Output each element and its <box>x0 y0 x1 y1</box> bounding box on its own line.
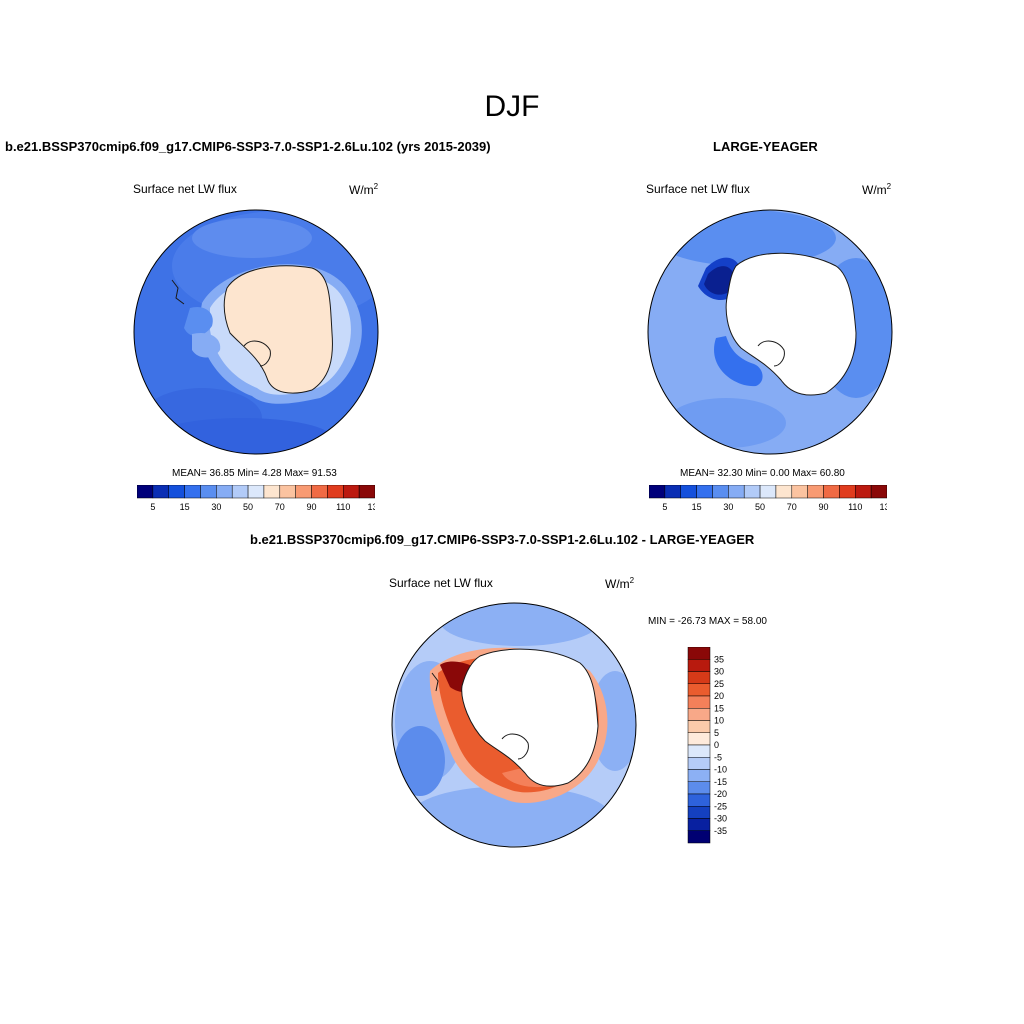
left-stats: MEAN= 36.85 Min= 4.28 Max= 91.53 <box>172 468 337 479</box>
diff-colorbar-swatch <box>687 720 711 733</box>
diff-colorbar-tick-label: 35 <box>714 654 724 664</box>
diff-colorbar-swatch <box>687 659 711 672</box>
right-variable-label: Surface net LW flux <box>646 182 750 196</box>
right-colorbar-swatch <box>823 485 840 499</box>
diff-colorbar-tick-label: 15 <box>714 703 724 713</box>
diff-colorbar-tick-label: -25 <box>714 801 727 811</box>
right-colorbar-swatch <box>649 485 666 499</box>
diff-colorbar-swatch <box>687 806 711 819</box>
left-colorbar-tick-label: 110 <box>336 502 350 512</box>
diff-colorbar-tick-label: -5 <box>714 752 722 762</box>
diff-colorbar-swatch <box>687 647 711 660</box>
right-panel-title: LARGE-YEAGER <box>713 139 818 154</box>
diff-colorbar-swatch <box>687 744 711 758</box>
left-colorbar-swatch <box>152 485 169 499</box>
right-colorbar-tick-label: 50 <box>755 502 765 512</box>
left-colorbar-swatch <box>200 485 217 499</box>
diff-colorbar-tick-label: 10 <box>714 716 724 726</box>
right-colorbar-tick-label: 70 <box>787 502 797 512</box>
left-colorbar-swatch <box>358 485 375 499</box>
main-title: DJF <box>484 90 540 123</box>
left-colorbar-swatch <box>327 485 344 499</box>
right-colorbar-swatch <box>807 485 824 499</box>
diff-colorbar-tick-label: -30 <box>714 814 727 824</box>
diff-colorbar-tick-label: 0 <box>714 740 719 750</box>
right-polar-map <box>647 209 893 455</box>
diff-minmax: MIN = -26.73 MAX = 58.00 <box>648 616 767 627</box>
left-colorbar-swatch <box>184 485 201 499</box>
left-colorbar-swatch <box>295 485 312 499</box>
left-colorbar-swatch <box>279 485 296 499</box>
diff-colorbar-swatch <box>687 769 711 782</box>
diff-colorbar: 35 30 25 20 15 10 5 0 -5 -10 -15 -20 -25 -30 -35 <box>687 647 727 844</box>
left-colorbar-swatch <box>216 485 233 499</box>
diff-colorbar-swatch <box>687 830 711 844</box>
diff-colorbar-swatch <box>687 683 711 697</box>
diff-colorbar-swatch <box>687 708 711 721</box>
left-colorbar-swatch <box>247 485 265 499</box>
right-colorbar-swatch <box>696 485 713 499</box>
diff-units-label: W/m2 <box>605 576 635 591</box>
diff-variable-label: Surface net LW flux <box>389 576 493 590</box>
left-colorbar-tick-label: 5 <box>150 502 155 512</box>
right-colorbar: 5 15 30 50 70 90 110 130 <box>649 485 887 512</box>
left-colorbar-tick-label: 50 <box>243 502 253 512</box>
left-colorbar-tick-label: 130 <box>367 502 375 512</box>
left-colorbar-swatch <box>137 485 154 499</box>
left-colorbar-swatch <box>311 485 328 499</box>
right-colorbar-swatch <box>791 485 808 499</box>
diff-colorbar-swatch <box>687 781 711 795</box>
left-colorbar: 5 15 30 50 70 90 110 130 <box>137 485 375 512</box>
right-colorbar-swatch <box>839 485 856 499</box>
diff-colorbar-tick-label: -35 <box>714 826 727 836</box>
right-colorbar-swatch <box>759 485 777 499</box>
left-variable-label: Surface net LW flux <box>133 182 237 196</box>
right-colorbar-swatch <box>775 485 793 499</box>
left-polar-map <box>133 209 379 455</box>
diff-colorbar-tick-label: -10 <box>714 765 727 775</box>
right-units-label: W/m2 <box>862 182 892 197</box>
diff-colorbar-swatch <box>687 671 711 684</box>
diff-colorbar-tick-label: 5 <box>714 728 719 738</box>
right-colorbar-tick-label: 130 <box>879 502 887 512</box>
diff-colorbar-tick-label: 25 <box>714 679 724 689</box>
diff-colorbar-tick-label: -20 <box>714 789 727 799</box>
right-colorbar-tick-label: 5 <box>662 502 667 512</box>
right-colorbar-swatch <box>712 485 729 499</box>
right-colorbar-tick-label: 90 <box>819 502 829 512</box>
right-colorbar-swatch <box>728 485 745 499</box>
left-colorbar-tick-label: 30 <box>211 502 221 512</box>
diff-colorbar-swatch <box>687 793 711 807</box>
left-colorbar-tick-label: 70 <box>275 502 285 512</box>
diff-colorbar-tick-label: 30 <box>714 667 724 677</box>
left-panel-title: b.e21.BSSP370cmip6.f09_g17.CMIP6-SSP3-7.… <box>5 139 491 154</box>
right-colorbar-tick-label: 30 <box>723 502 733 512</box>
diff-colorbar-swatch <box>687 818 711 831</box>
diff-colorbar-tick-label: 20 <box>714 691 724 701</box>
diff-colorbar-swatch <box>687 757 711 770</box>
right-colorbar-swatch <box>680 485 697 499</box>
left-colorbar-swatch <box>263 485 281 499</box>
left-units-label: W/m2 <box>349 182 379 197</box>
right-colorbar-swatch <box>664 485 681 499</box>
diff-polar-map <box>391 602 637 848</box>
left-colorbar-tick-label: 15 <box>180 502 190 512</box>
right-colorbar-swatch <box>743 485 761 499</box>
left-colorbar-swatch <box>231 485 249 499</box>
diff-colorbar-swatch <box>687 695 711 709</box>
right-stats: MEAN= 32.30 Min= 0.00 Max= 60.80 <box>680 468 845 479</box>
diff-colorbar-swatch <box>687 732 711 746</box>
left-colorbar-swatch <box>343 485 360 499</box>
left-colorbar-swatch <box>168 485 185 499</box>
diff-colorbar-tick-label: -15 <box>714 777 727 787</box>
right-colorbar-tick-label: 110 <box>848 502 862 512</box>
right-colorbar-tick-label: 15 <box>692 502 702 512</box>
diff-panel-title: b.e21.BSSP370cmip6.f09_g17.CMIP6-SSP3-7.… <box>250 532 755 547</box>
right-colorbar-swatch <box>855 485 872 499</box>
left-colorbar-tick-label: 90 <box>307 502 317 512</box>
right-colorbar-swatch <box>870 485 887 499</box>
